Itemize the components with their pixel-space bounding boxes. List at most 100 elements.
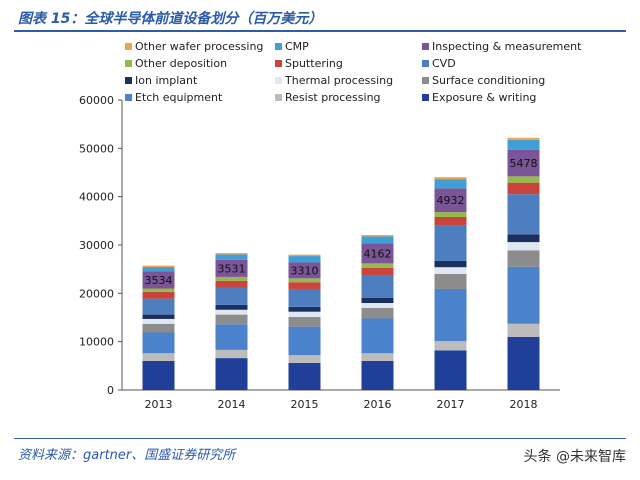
bar-surface-conditioning: [507, 250, 540, 267]
bar-other-wafer-processing: [142, 265, 175, 268]
legend-label-sputtering: Sputtering: [285, 57, 343, 70]
y-tick-label: 50000: [79, 142, 114, 155]
bar-sputtering: [361, 267, 394, 275]
data-label: 4162: [364, 247, 392, 260]
bar-other-wafer-processing: [434, 177, 467, 180]
bar-resist-processing: [434, 341, 467, 351]
bar-resist-processing: [215, 349, 248, 359]
bar-other-deposition: [288, 278, 321, 283]
legend-label-exposure-and-writing: Exposure & writing: [432, 91, 536, 104]
legend-swatch-cmp: [275, 43, 282, 50]
bar-thermal-processing: [361, 303, 394, 308]
legend-swatch-resist-processing: [275, 94, 282, 101]
x-tick-label: 2014: [218, 398, 246, 411]
bar-other-wafer-processing: [507, 137, 540, 140]
y-axis: 0 10000 20000 30000 40000 50000 60000: [79, 94, 560, 397]
bar-other-deposition: [434, 212, 467, 217]
bar-cvd: [288, 288, 321, 307]
bar-etch-equipment: [142, 332, 175, 354]
bar-cvd: [507, 194, 540, 235]
y-tick-label: 0: [107, 384, 114, 397]
bar-etch-equipment: [288, 326, 321, 356]
bar-resist-processing: [288, 355, 321, 363]
bar-ion-implant: [434, 260, 467, 268]
bar-cmp: [434, 179, 467, 189]
legend-label-etch-equipment: Etch equipment: [135, 91, 223, 104]
legend-label-resist-processing: Resist processing: [285, 91, 381, 104]
x-tick-label: 2017: [437, 398, 465, 411]
bar-surface-conditioning: [142, 323, 175, 333]
legend-label-other-wafer-processing: Other wafer processing: [135, 40, 263, 53]
bar-inspecting-and-measurement: [288, 262, 321, 279]
bar-ion-implant: [361, 297, 394, 303]
bar-ion-implant: [215, 304, 248, 310]
bar-stack-2013: 3534: [142, 265, 175, 390]
bar-resist-processing: [507, 323, 540, 337]
legend-swatch-other-wafer-processing: [125, 43, 132, 50]
bar-inspecting-and-measurement: [434, 188, 467, 213]
legend-label-cvd: CVD: [432, 57, 456, 70]
x-tick-label: 2015: [291, 398, 319, 411]
legend-swatch-etch-equipment: [125, 94, 132, 101]
bar-surface-conditioning: [434, 274, 467, 289]
bar-sputtering: [142, 291, 175, 299]
x-tick-label: 2018: [510, 398, 538, 411]
bars: 3534 3531 3310 4162 4932 5478: [142, 137, 540, 390]
bar-exposure-and-writing: [142, 361, 175, 390]
legend-label-other-deposition: Other deposition: [135, 57, 227, 70]
bar-cmp: [215, 254, 248, 260]
data-label: 5478: [510, 157, 538, 170]
bar-other-wafer-processing: [215, 253, 248, 255]
bar-etch-equipment: [434, 288, 467, 342]
source-note: 资料来源：gartner、国盛证券研究所: [18, 448, 236, 463]
bar-cmp: [507, 139, 540, 150]
legend-swatch-cvd: [422, 60, 429, 67]
legend-label-cmp: CMP: [285, 40, 309, 53]
legend-swatch-thermal-processing: [275, 77, 282, 84]
bar-cvd: [434, 225, 467, 261]
x-tick-label: 2016: [364, 398, 392, 411]
bar-inspecting-and-measurement: [215, 259, 248, 277]
bar-etch-equipment: [361, 318, 394, 354]
bar-cvd: [361, 274, 394, 298]
y-tick-label: 20000: [79, 287, 114, 300]
legend-swatch-other-deposition: [125, 60, 132, 67]
bar-surface-conditioning: [361, 307, 394, 319]
x-axis: 2013 2014 2015 2016 2017 2018: [145, 398, 538, 411]
data-label: 4932: [437, 194, 465, 207]
x-tick-label: 2013: [145, 398, 173, 411]
bar-resist-processing: [361, 353, 394, 361]
bar-thermal-processing: [434, 267, 467, 274]
legend-swatch-exposure-and-writing: [422, 94, 429, 101]
legend-label-ion-implant: Ion implant: [135, 74, 198, 87]
bar-other-deposition: [507, 176, 540, 183]
bar-stack-2018: 5478: [507, 137, 540, 390]
bar-cmp: [361, 236, 394, 244]
bar-surface-conditioning: [215, 314, 248, 325]
bar-sputtering: [288, 282, 321, 289]
y-tick-label: 30000: [79, 239, 114, 252]
figure-caption: 图表 15：全球半导体前道设备划分（百万美元）: [18, 11, 323, 27]
legend: Other wafer processing CMP Inspecting & me…: [125, 40, 582, 104]
legend-label-inspecting-and-measurement: Inspecting & measurement: [432, 40, 582, 53]
bar-other-deposition: [361, 263, 394, 268]
bar-cvd: [215, 287, 248, 305]
legend-label-thermal-processing: Thermal processing: [284, 74, 393, 87]
data-label: 3531: [218, 262, 246, 275]
bar-resist-processing: [142, 353, 175, 361]
bar-thermal-processing: [142, 318, 175, 324]
legend-swatch-ion-implant: [125, 77, 132, 84]
bar-other-wafer-processing: [288, 254, 321, 257]
bar-surface-conditioning: [288, 317, 321, 327]
watermark-text: 头条 @未来智库: [523, 449, 626, 465]
bar-inspecting-and-measurement: [142, 271, 175, 289]
caption-rule: [14, 30, 626, 32]
bar-cmp: [142, 267, 175, 272]
bar-etch-equipment: [507, 266, 540, 324]
bar-other-deposition: [215, 276, 248, 281]
legend-swatch-sputtering: [275, 60, 282, 67]
bar-sputtering: [434, 216, 467, 226]
bar-other-deposition: [142, 288, 175, 292]
bar-stack-2016: 4162: [361, 235, 394, 390]
